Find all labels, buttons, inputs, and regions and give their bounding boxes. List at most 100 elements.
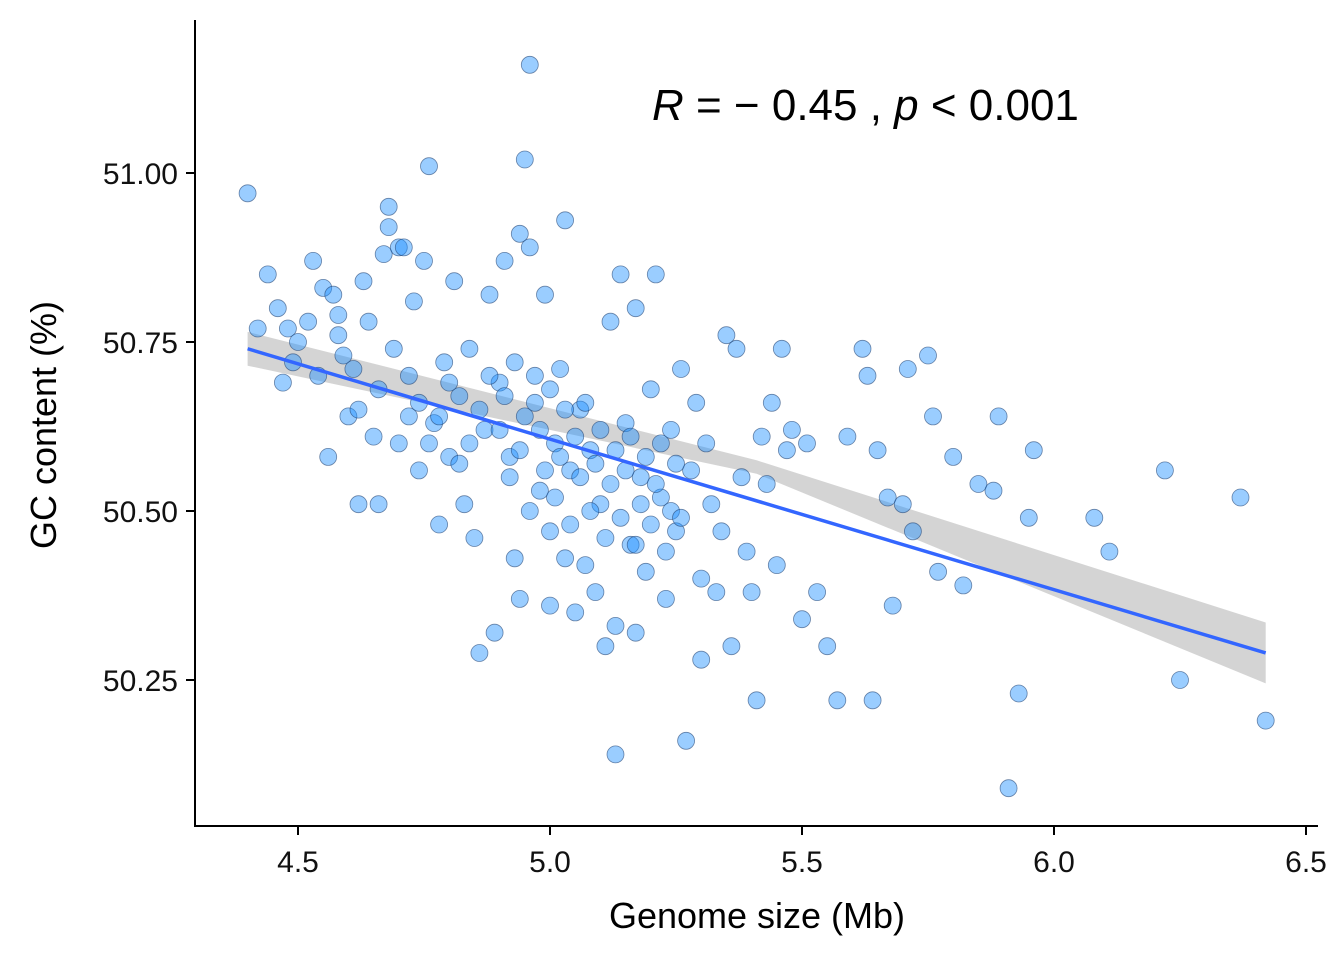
data-point bbox=[621, 427, 640, 446]
data-point bbox=[762, 393, 781, 412]
data-point bbox=[858, 366, 877, 385]
data-point bbox=[465, 529, 484, 547]
data-point bbox=[440, 373, 459, 392]
data-point bbox=[415, 251, 433, 270]
data-point bbox=[722, 637, 741, 656]
data-point bbox=[641, 380, 660, 399]
data-point bbox=[1231, 488, 1250, 507]
data-point bbox=[601, 475, 620, 493]
data-point bbox=[883, 596, 902, 615]
data-point bbox=[717, 326, 736, 345]
data-point bbox=[556, 549, 574, 568]
data-point bbox=[606, 745, 625, 764]
data-point bbox=[324, 285, 343, 304]
data-point bbox=[652, 488, 670, 507]
data-point bbox=[636, 447, 655, 466]
data-point bbox=[682, 461, 700, 480]
data-point bbox=[667, 522, 685, 541]
data-point bbox=[460, 339, 479, 358]
data-point bbox=[1019, 508, 1038, 527]
data-point bbox=[520, 502, 539, 520]
data-point bbox=[818, 637, 837, 656]
data-point bbox=[657, 542, 675, 561]
data-point bbox=[359, 312, 378, 331]
data-points-layer bbox=[238, 55, 1275, 798]
data-point bbox=[576, 393, 595, 412]
data-point bbox=[299, 312, 318, 331]
data-point bbox=[435, 353, 454, 372]
data-point bbox=[334, 346, 353, 365]
data-point bbox=[692, 650, 711, 669]
data-point bbox=[641, 515, 660, 534]
data-point bbox=[778, 441, 796, 460]
x-tick-label: 6.5 bbox=[1285, 846, 1327, 879]
data-point bbox=[455, 495, 474, 514]
data-point bbox=[420, 157, 438, 176]
y-tick-label: 50.25 bbox=[103, 665, 178, 698]
data-point bbox=[838, 427, 857, 446]
data-point bbox=[500, 468, 519, 487]
data-point bbox=[495, 387, 514, 406]
data-point bbox=[546, 488, 564, 507]
data-point bbox=[520, 238, 539, 257]
data-point bbox=[561, 461, 580, 480]
data-point bbox=[399, 407, 418, 426]
data-point bbox=[828, 691, 847, 710]
data-point bbox=[904, 522, 922, 541]
data-point bbox=[490, 373, 509, 392]
x-tick-label: 6.0 bbox=[1033, 846, 1075, 879]
data-point bbox=[571, 468, 590, 487]
data-point bbox=[500, 447, 519, 466]
data-point bbox=[314, 278, 333, 297]
data-point bbox=[510, 224, 529, 243]
data-point bbox=[662, 420, 680, 439]
data-point bbox=[541, 596, 559, 615]
data-point bbox=[430, 407, 449, 426]
data-point bbox=[561, 515, 580, 534]
data-point bbox=[606, 617, 625, 635]
data-point bbox=[495, 251, 514, 270]
data-point bbox=[1100, 542, 1119, 561]
data-point bbox=[798, 434, 816, 453]
data-point bbox=[505, 353, 524, 372]
data-point bbox=[1009, 684, 1028, 703]
data-point bbox=[667, 454, 685, 473]
data-point bbox=[384, 339, 403, 358]
x-tick-label: 5.5 bbox=[781, 846, 823, 879]
data-point bbox=[556, 211, 574, 230]
y-axis-ticks: 50.25 50.50 50.75 51.00 bbox=[103, 158, 195, 698]
data-point bbox=[485, 623, 504, 642]
data-point bbox=[646, 265, 665, 284]
regression-line-layer bbox=[247, 347, 1267, 655]
data-point bbox=[672, 508, 690, 527]
data-point bbox=[868, 441, 887, 460]
data-point bbox=[586, 454, 605, 473]
x-axis-ticks: 4.5 5.0 5.5 6.0 6.5 bbox=[277, 826, 1327, 879]
data-point bbox=[646, 475, 665, 493]
data-point bbox=[319, 447, 338, 466]
data-point bbox=[389, 434, 408, 453]
data-point bbox=[536, 461, 554, 480]
data-point bbox=[808, 583, 826, 601]
data-point bbox=[863, 691, 882, 710]
data-point bbox=[430, 515, 449, 534]
data-point bbox=[278, 319, 297, 338]
data-point bbox=[374, 245, 393, 264]
data-point bbox=[989, 407, 1008, 426]
data-point bbox=[626, 299, 645, 318]
data-point bbox=[445, 272, 464, 291]
data-point bbox=[531, 481, 549, 500]
data-point bbox=[450, 454, 469, 473]
regression-line bbox=[247, 347, 1267, 655]
data-point bbox=[969, 475, 988, 493]
data-point bbox=[510, 441, 529, 460]
data-point bbox=[289, 333, 307, 351]
data-point bbox=[954, 576, 973, 595]
data-point bbox=[541, 522, 559, 541]
data-point bbox=[707, 583, 726, 601]
data-point bbox=[672, 360, 690, 378]
data-point bbox=[919, 346, 937, 365]
data-point bbox=[399, 366, 418, 385]
data-point bbox=[652, 434, 670, 453]
